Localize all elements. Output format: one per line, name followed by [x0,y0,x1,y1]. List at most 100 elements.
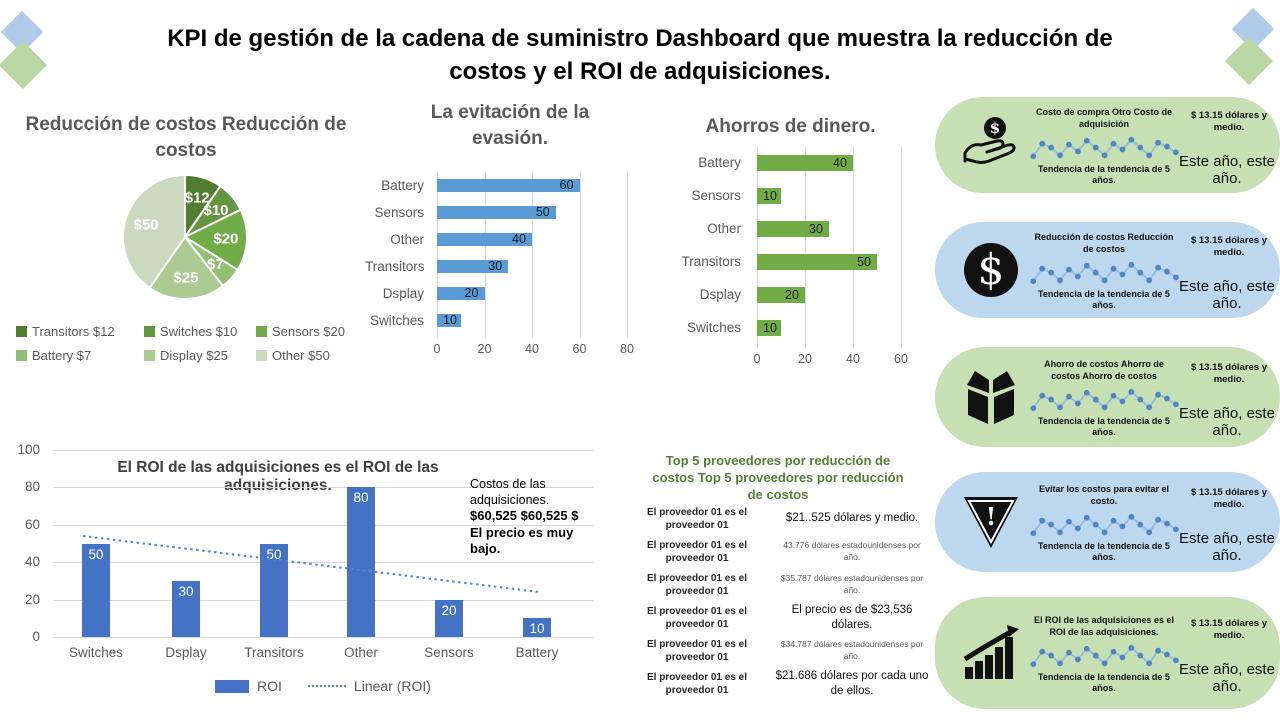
sparkline-dot [1119,654,1126,661]
sparkline-dot [1057,660,1063,667]
sparkline-dot [1030,405,1037,412]
bar-value-label: 10 [763,188,777,203]
sparkline-dot [1057,529,1063,536]
sparkline-dot [1172,401,1179,408]
category-label: Switches [686,320,741,335]
pie-slice-label: $12 [185,190,210,207]
sparkline-dot [1057,404,1063,411]
sparkline-container [1027,385,1182,416]
kpi-card-title: El ROI de las adquisiciones es el ROI de… [1033,615,1175,637]
bar-sensors [435,599,463,637]
category-label: Other [344,645,378,660]
money-savings-bar-chart: Ahorros de dinero. Battery Sensors Other Tr… [648,100,933,380]
sparkline-dot [1128,644,1135,651]
kpi-card-title: Ahorro de costos Ahorro de costos Ahorro… [1044,359,1164,381]
kpi-cards-column: $ Costo de compra Otro Costo de adquisic… [935,0,1280,720]
gridline [53,562,593,564]
bar-other [347,487,375,637]
x-tick-label: 40 [525,342,539,356]
trend-sparkline [1030,136,1179,160]
category-label: Other [707,221,741,236]
supplier-value: $34.787 dólares estadounidenses por año. [780,639,924,661]
sparkline-dot [1137,521,1144,528]
category-label: Other [390,232,424,247]
bar-sensors [757,187,781,204]
kpi-card-value: $ 13.15 dólares y medio. [1190,362,1268,386]
category-label: Dsplay [165,645,207,660]
sparkline-dot [1146,152,1153,159]
category-label: Dsplay [699,287,741,302]
y-tick-label: 60 [24,516,40,532]
sparkline-dot [1110,648,1117,655]
gridline [757,146,758,348]
legend-label: Transitors $12 [32,324,115,339]
category-label: Dsplay [382,286,424,301]
legend-label: Display $25 [160,348,228,363]
bar-value-label: 50 [88,546,104,562]
legend-item-display: Display $25 [144,348,256,363]
category-label: Transitors [244,645,304,660]
sparkline-dot [1110,265,1117,272]
trend-sparkline [1030,513,1179,537]
sparkline-dot [1092,652,1099,659]
pie-slice-other [122,173,186,290]
bar-value-label: 80 [353,490,369,506]
legend-swatch [256,350,267,361]
pie-slice-sensors [182,208,248,272]
legend-item-battery: Battery $7 [16,348,144,363]
kpi-card-cost-savings: Ahorro de costos Ahorro de costos Ahorro… [935,347,1280,447]
category-label: Sensors [424,645,474,660]
sparkline-dot [1057,277,1063,284]
sparkline-dot [1101,404,1108,411]
dollar-coin-icon: $ [961,240,1021,300]
kpi-card-title: Reducción de costos Reducción de costos [1034,232,1174,254]
sparkline-dot [1119,523,1126,530]
pie-slice-label: $20 [213,231,238,248]
sparkline-dot [1110,140,1117,147]
category-label: Switches [68,645,124,660]
sparkline-dot [1155,264,1161,271]
x-tick-label: 40 [846,352,860,366]
sparkline-dot [1039,265,1046,272]
bar-switches [757,319,781,336]
sparkline-dot [1030,530,1037,537]
sparkline-dot [1092,144,1099,151]
gridline [627,172,628,338]
top-suppliers-table: Top 5 proveedores por reducción de costo… [622,442,934,712]
supplier-name: El proveedor 01 es el proveedor 01 [646,638,748,663]
bar-sensors [437,206,556,219]
sparkline-dot [1119,146,1126,153]
sparkline-dot [1128,388,1135,395]
bar-other [757,220,829,237]
sparkline-dot [1039,517,1046,524]
roi-chart-legend: ROI Linear (ROI) [53,678,593,694]
x-tick-label: 60 [572,342,587,356]
sparkline-container [1027,133,1182,164]
legend-label: Other $50 [272,348,330,363]
supplier-value: $21..525 dólares y medio. [785,512,919,525]
legend-item-transitors: Transitors $12 [16,324,144,339]
sparkline-dot [1048,652,1055,659]
kpi-card-trend-label: Tendencia de la tendencia de 5 años. [1038,672,1170,694]
x-tick-label: 0 [433,342,441,356]
bar-value-label: 20 [464,286,479,300]
sparkline-dot [1066,649,1072,656]
supplier-value: $21.686 dólares por cada uno de ellos. [775,669,929,697]
sparkline-dot [1048,521,1055,528]
bar-value-label: 20 [785,287,799,302]
sparkline-dot [1074,148,1081,155]
kpi-card-cost-avoidance: ! Evitar los costos para evitar el costo… [935,472,1280,572]
sparkline-dot [1137,652,1144,659]
bar-battery [757,154,853,171]
plot-area: 0 20 40 60 40 10 30 50 20 10 [754,146,908,374]
sparkline-dot [1083,262,1090,269]
sparkline-dot [1119,398,1126,405]
money-savings-title: Ahorros de dinero. [705,115,876,137]
supplier-name: El proveedor 01 es el proveedor 01 [646,671,748,696]
bar-value-label: 40 [512,232,526,246]
category-label: Sensors [691,188,741,203]
category-label: Transitors [681,254,741,269]
supplier-name: El proveedor 01 es el proveedor 01 [646,539,748,564]
sparkline-dot [1137,396,1144,403]
sparkline-dot [1030,153,1037,160]
